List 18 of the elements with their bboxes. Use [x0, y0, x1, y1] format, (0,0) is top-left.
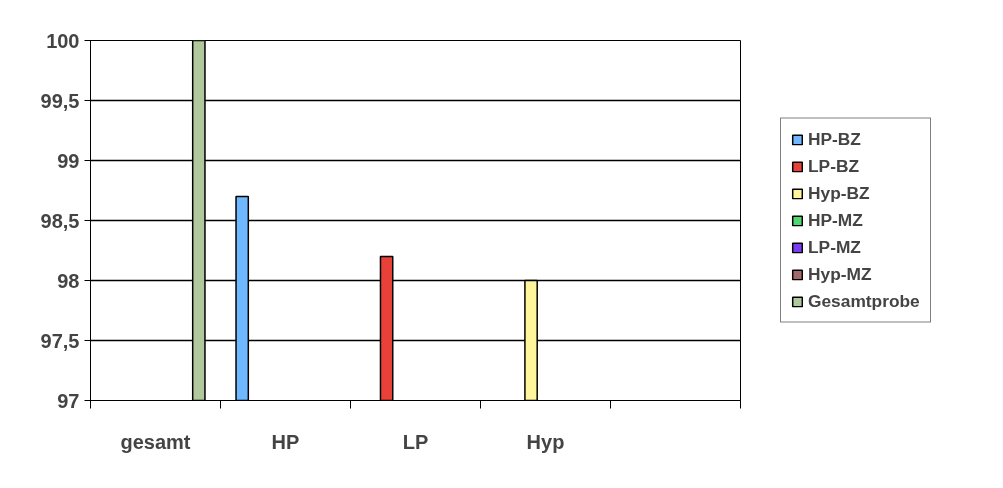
x-tick-label: Hyp	[526, 430, 565, 453]
y-tick-label: 99,5	[40, 89, 80, 112]
y-tick-label: 97,5	[40, 329, 80, 352]
x-tick-label: gesamt	[120, 430, 191, 453]
y-tick-label: 100	[46, 29, 80, 52]
x-tick-label: LP	[402, 430, 429, 453]
x-tick-label: HP	[271, 430, 300, 453]
legend-label: LP-MZ	[808, 236, 861, 258]
y-tick-label: 98	[57, 269, 80, 292]
legend-label: Hyp-BZ	[808, 182, 870, 204]
legend-label: Gesamtprobe	[808, 290, 920, 312]
legend-label: HP-MZ	[808, 209, 863, 231]
legend-label: LP-BZ	[808, 155, 860, 177]
legend-label: Hyp-MZ	[808, 263, 872, 285]
y-tick-label: 99	[57, 149, 80, 172]
y-tick-label: 98,5	[40, 209, 80, 232]
legend-label: HP-BZ	[808, 128, 861, 150]
y-tick-label: 97	[57, 389, 80, 412]
